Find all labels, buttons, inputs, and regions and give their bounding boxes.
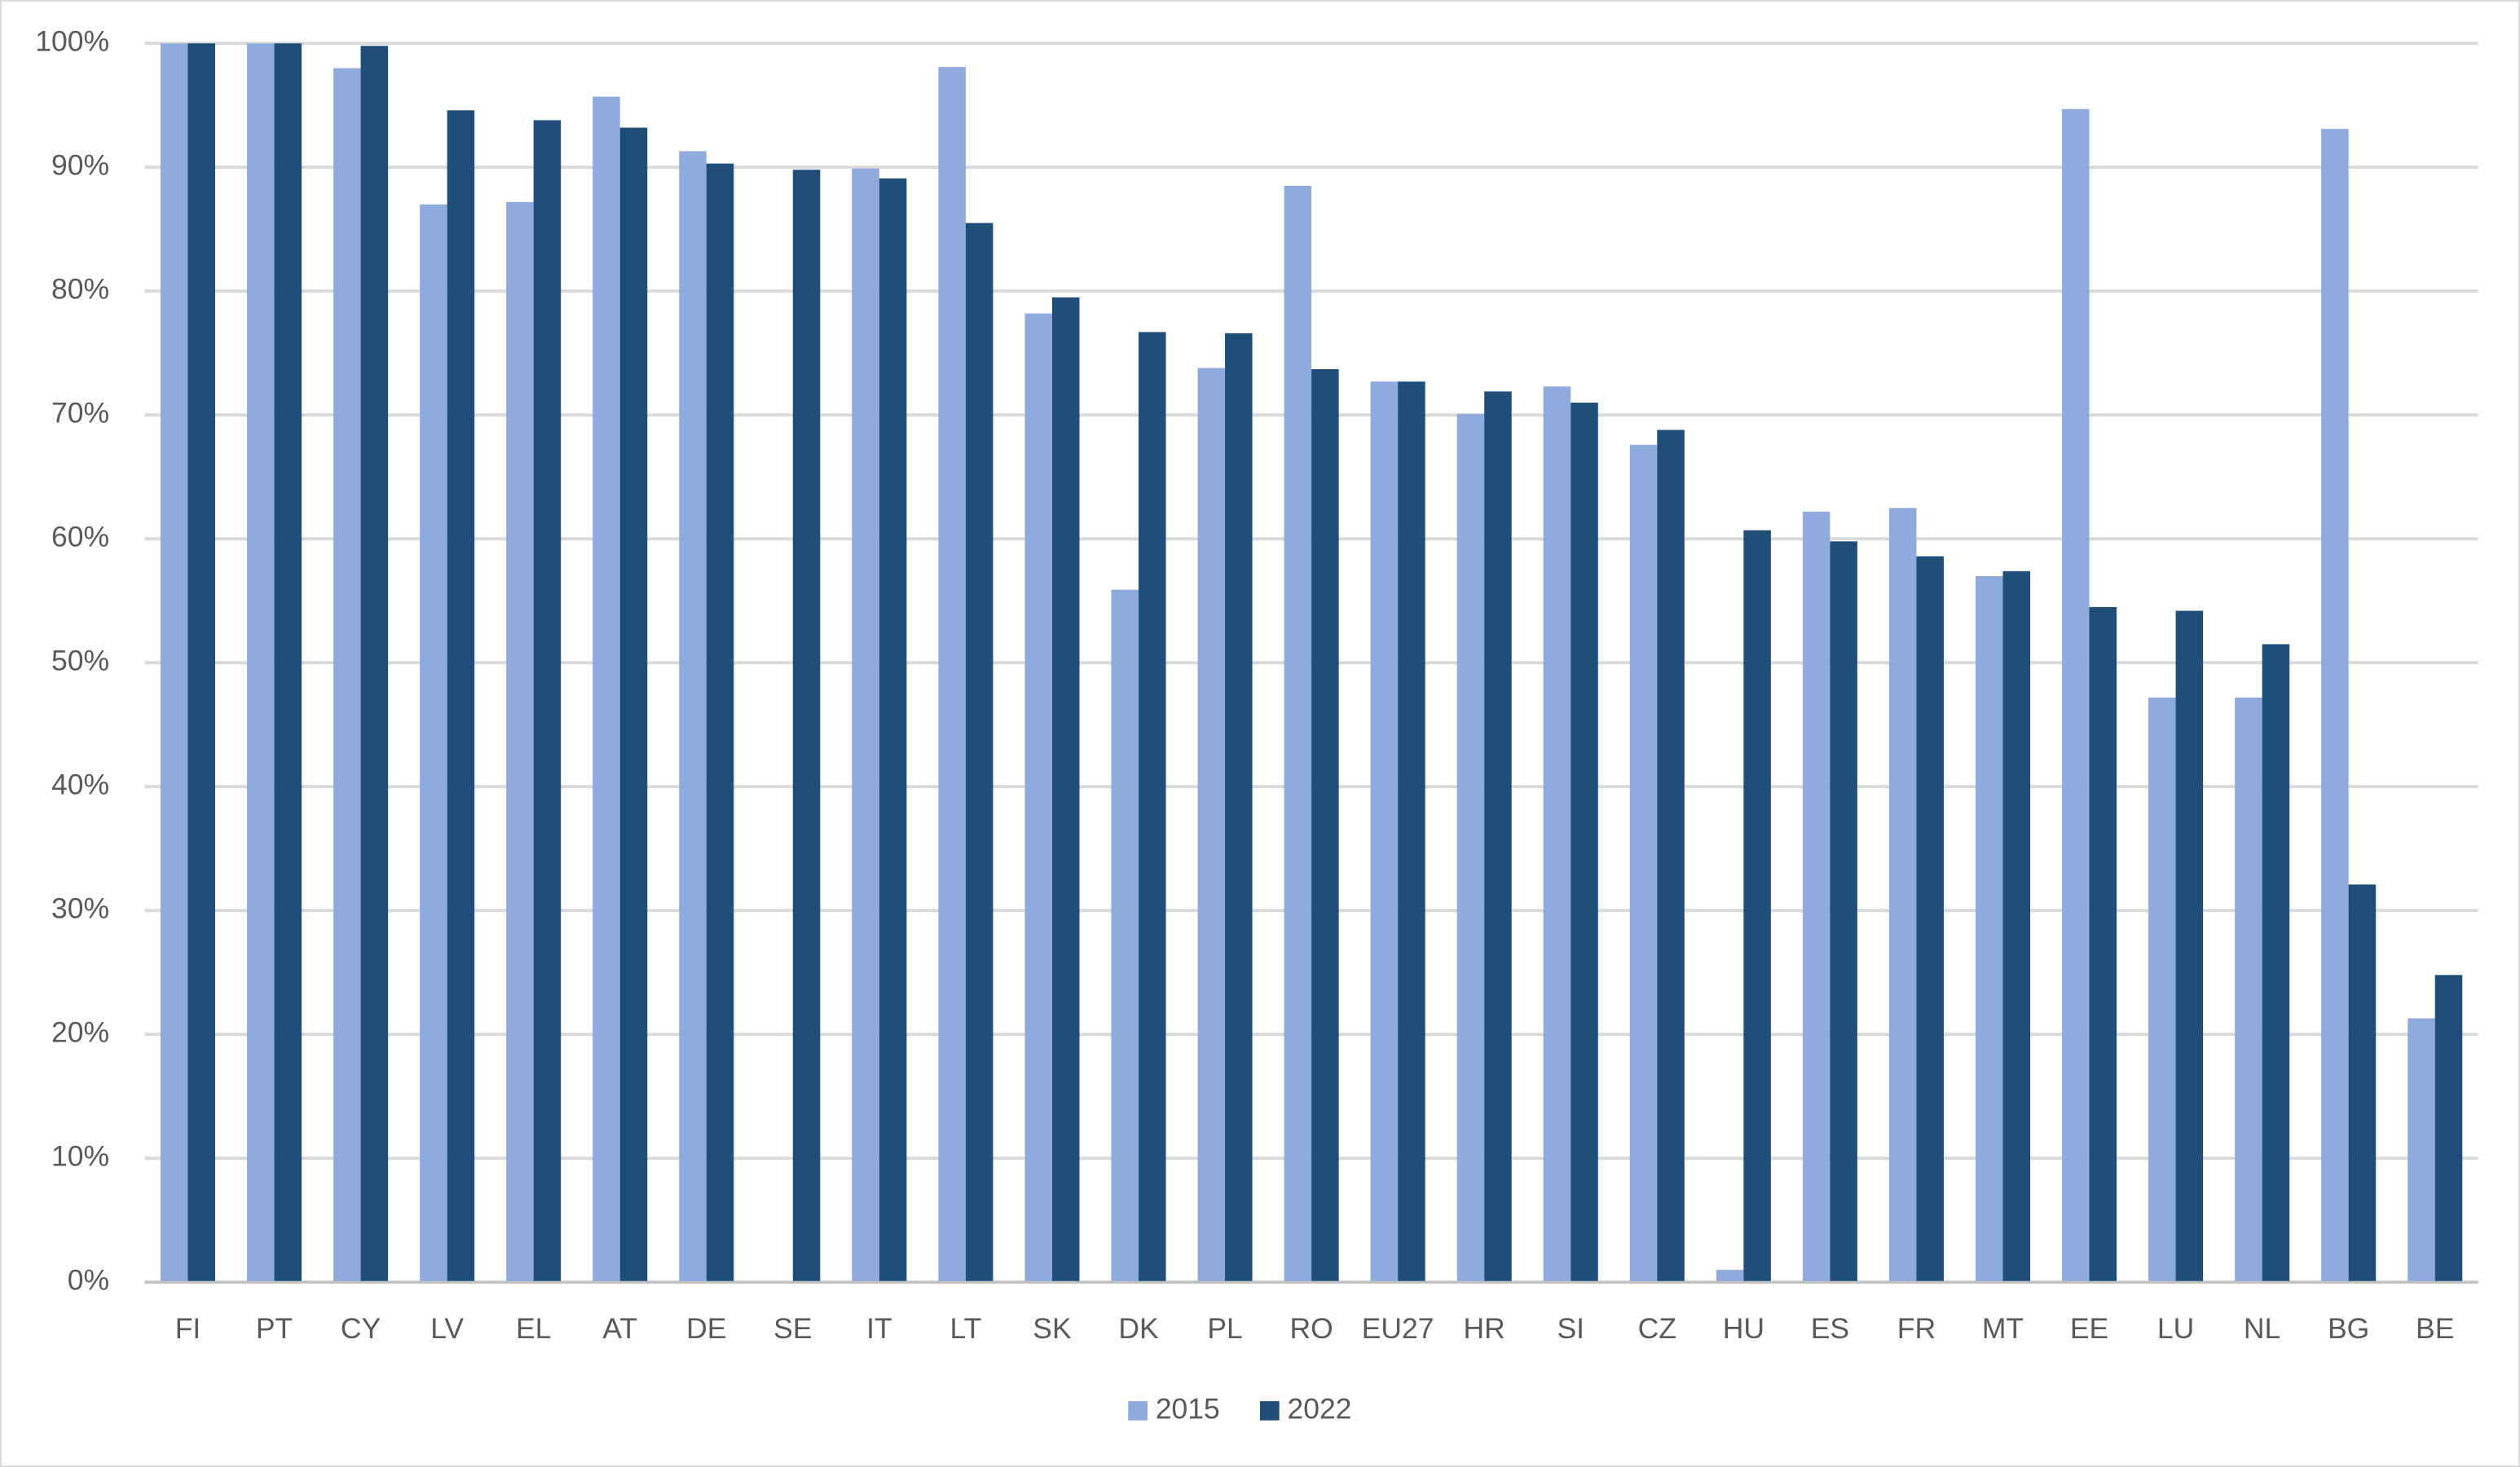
x-tick-label: DE xyxy=(686,1312,726,1345)
legend-swatch xyxy=(1128,1401,1148,1421)
bar xyxy=(2434,975,2463,1283)
bar xyxy=(1456,413,1485,1283)
bar xyxy=(1975,575,2003,1283)
bar xyxy=(2175,610,2204,1283)
y-tick-label: 70% xyxy=(51,397,109,430)
legend-label: 2022 xyxy=(1288,1392,1352,1425)
bar xyxy=(333,68,361,1283)
y-tick-label: 50% xyxy=(51,645,109,677)
x-tick-label: SI xyxy=(1557,1312,1584,1345)
x-tick-label: SK xyxy=(1033,1312,1072,1345)
x-tick-label: AT xyxy=(602,1312,637,1345)
y-tick-label: 0% xyxy=(68,1264,109,1297)
bar xyxy=(1111,589,1139,1283)
x-tick-label: MT xyxy=(1982,1312,2024,1345)
bar xyxy=(1543,386,1571,1283)
bar xyxy=(1571,403,1598,1283)
x-tick-label: EE xyxy=(2070,1312,2108,1345)
bar xyxy=(938,67,966,1283)
bar xyxy=(2348,884,2377,1283)
bar xyxy=(1657,430,1685,1283)
bar xyxy=(965,222,993,1283)
x-tick-label: CY xyxy=(341,1312,381,1345)
legend-swatch xyxy=(1260,1401,1280,1421)
x-tick-label: PL xyxy=(1207,1312,1242,1345)
x-tick-label: DK xyxy=(1118,1312,1159,1345)
bar xyxy=(1398,381,1425,1283)
y-tick-label: 10% xyxy=(51,1140,109,1173)
bar xyxy=(1370,381,1399,1283)
x-tick-label: HR xyxy=(1464,1312,1505,1345)
bar xyxy=(2002,570,2030,1283)
bar xyxy=(1139,332,1166,1283)
bar xyxy=(2408,1018,2435,1283)
bar xyxy=(420,204,447,1283)
bar xyxy=(1916,556,1944,1283)
x-tick-label: LV xyxy=(430,1312,464,1345)
x-tick-label: EU27 xyxy=(1362,1312,1434,1345)
x-tick-label: HU xyxy=(1723,1312,1764,1345)
bar xyxy=(247,43,275,1283)
bar xyxy=(1311,369,1339,1283)
bar xyxy=(879,178,907,1283)
y-tick-label: 100% xyxy=(35,25,109,58)
bar xyxy=(187,43,216,1283)
bar xyxy=(792,170,821,1283)
bar xyxy=(1225,333,1253,1283)
bar xyxy=(1284,186,1312,1283)
bar xyxy=(274,43,302,1283)
bar xyxy=(447,110,475,1283)
bar xyxy=(506,201,534,1283)
bar xyxy=(1051,297,1080,1283)
x-tick-label: LU xyxy=(2157,1312,2194,1345)
x-tick-label: CZ xyxy=(1638,1312,1676,1345)
bar xyxy=(1629,444,1658,1283)
x-tick-label: FI xyxy=(175,1312,201,1345)
bar xyxy=(2262,644,2290,1283)
bar xyxy=(1743,530,1771,1283)
legend-label: 2015 xyxy=(1156,1392,1220,1425)
x-tick-label: BE xyxy=(2416,1312,2454,1345)
y-tick-label: 80% xyxy=(51,273,109,306)
bar xyxy=(2089,606,2117,1283)
bar xyxy=(593,96,620,1283)
x-tick-label: PT xyxy=(256,1312,293,1345)
x-tick-label: FR xyxy=(1897,1312,1936,1345)
bar xyxy=(533,120,562,1283)
bar xyxy=(1024,313,1052,1283)
x-tick-label: LT xyxy=(950,1312,982,1345)
bar xyxy=(2148,697,2176,1283)
x-tick-label: RO xyxy=(1289,1312,1333,1345)
bar xyxy=(706,163,734,1283)
y-tick-label: 90% xyxy=(51,149,109,182)
y-tick-label: 30% xyxy=(51,892,109,925)
bar xyxy=(1830,541,1857,1283)
x-tick-label: SE xyxy=(773,1312,812,1345)
bar xyxy=(2061,108,2090,1283)
x-tick-label: NL xyxy=(2244,1312,2280,1345)
bar xyxy=(852,168,879,1283)
x-tick-label: BG xyxy=(2328,1312,2369,1345)
bar xyxy=(1888,508,1917,1283)
x-tick-label: IT xyxy=(866,1312,892,1345)
bar xyxy=(2321,129,2349,1283)
bar xyxy=(160,43,188,1283)
y-tick-label: 60% xyxy=(51,521,109,553)
bar xyxy=(1802,511,1831,1283)
y-tick-label: 20% xyxy=(51,1016,109,1049)
x-tick-label: EL xyxy=(516,1312,551,1345)
bar xyxy=(1484,391,1512,1283)
bar xyxy=(1716,1270,1744,1283)
y-tick-label: 40% xyxy=(51,769,109,801)
x-tick-label: ES xyxy=(1811,1312,1849,1345)
bar xyxy=(679,151,707,1283)
bar xyxy=(2235,697,2262,1283)
bar xyxy=(360,46,389,1283)
bar xyxy=(619,127,648,1283)
bar xyxy=(1197,368,1226,1283)
